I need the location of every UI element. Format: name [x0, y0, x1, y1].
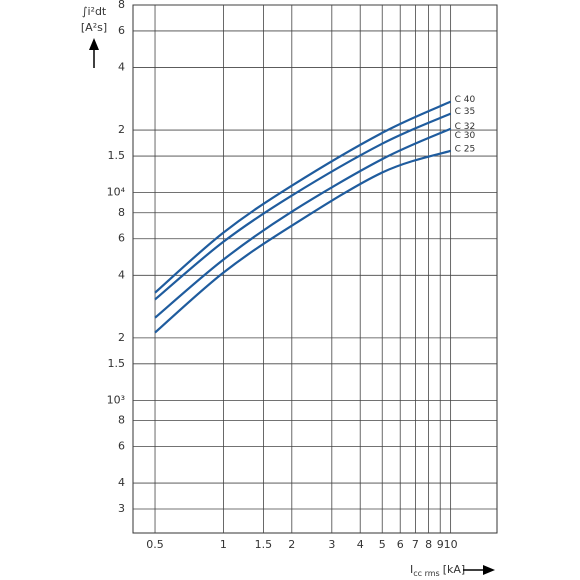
x-tick-label: 10: [444, 538, 458, 551]
y-tick-label: 1.5: [108, 357, 126, 370]
x-tick-label: 8: [425, 538, 432, 551]
x-tick-label: 6: [397, 538, 404, 551]
y-axis-unit: [A²s]: [81, 21, 107, 34]
y-tick-label: 6: [118, 439, 125, 452]
y-tick-label: 8: [118, 206, 125, 219]
curve-label: C 25: [455, 144, 476, 154]
y-tick-label: 2: [118, 123, 125, 136]
y-tick-label: 1.5: [108, 149, 126, 162]
x-tick-label: 5: [379, 538, 386, 551]
y-tick-label: 6: [118, 232, 125, 245]
x-axis-label: Icc rms [kA]: [410, 563, 465, 578]
x-tick-label: 4: [357, 538, 364, 551]
curve: [154, 112, 452, 301]
x-tick-label: 2: [288, 538, 295, 551]
y-tick-label: 3: [118, 502, 125, 515]
x-tick-label: 0.5: [146, 538, 164, 551]
x-tick-label: 7: [412, 538, 419, 551]
x-unit: [kA]: [443, 563, 465, 576]
x-tick-label: 3: [328, 538, 335, 551]
y-tick-label: 2: [118, 331, 125, 344]
x-arrow: [463, 565, 495, 575]
y-tick-label: 4: [118, 268, 125, 281]
curve-label: C 30: [455, 131, 476, 141]
x-tick-label: 1: [220, 538, 227, 551]
y-tick-label: 8: [118, 0, 125, 11]
y-tick-label: 10³: [107, 393, 125, 406]
curve: [154, 127, 452, 319]
x-subscript: cc rms: [413, 569, 439, 578]
curve-label: C 40: [455, 95, 476, 105]
x-symbol: I: [410, 563, 413, 576]
plot-frame: [132, 4, 498, 534]
y-tick-label: 4: [118, 61, 125, 74]
y-tick-label: 6: [118, 24, 125, 37]
x-tick-label: 9: [437, 538, 444, 551]
y-axis-label: ∫i²dt: [82, 5, 107, 18]
y-tick-label: 10⁴: [107, 186, 126, 199]
y-arrow: [89, 38, 99, 68]
curve-label: C 35: [455, 107, 476, 117]
curve: [154, 149, 451, 334]
curve: [154, 100, 452, 294]
curve-label: C 32: [455, 122, 476, 132]
x-tick-label: 1.5: [255, 538, 273, 551]
y-tick-label: 8: [118, 414, 125, 427]
y-tick-label: 4: [118, 476, 125, 489]
